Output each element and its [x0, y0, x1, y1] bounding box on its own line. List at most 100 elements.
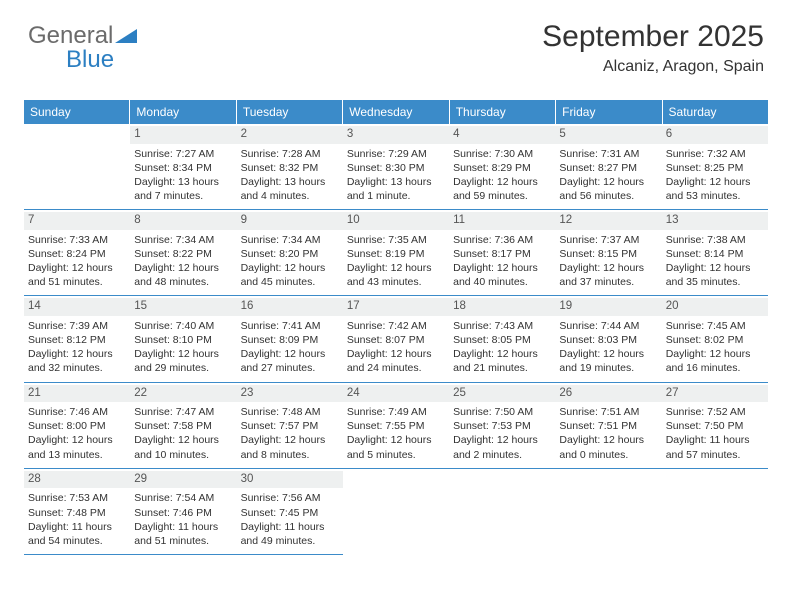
daylight-text: Daylight: 11 hours and 57 minutes.	[666, 433, 764, 461]
day-number: 25	[449, 385, 555, 403]
sunset-text: Sunset: 8:22 PM	[134, 247, 232, 261]
daylight-text: Daylight: 11 hours and 54 minutes.	[28, 520, 126, 548]
daylight-text: Daylight: 11 hours and 49 minutes.	[241, 520, 339, 548]
calendar-day-cell	[449, 469, 555, 555]
dow-wednesday: Wednesday	[343, 100, 449, 124]
daylight-text: Daylight: 12 hours and 53 minutes.	[666, 175, 764, 203]
sunset-text: Sunset: 8:30 PM	[347, 161, 445, 175]
daylight-text: Daylight: 13 hours and 1 minute.	[347, 175, 445, 203]
day-number: 12	[555, 212, 661, 230]
day-number: 10	[343, 212, 449, 230]
sunset-text: Sunset: 7:50 PM	[666, 419, 764, 433]
daylight-text: Daylight: 12 hours and 0 minutes.	[559, 433, 657, 461]
sunrise-text: Sunrise: 7:47 AM	[134, 405, 232, 419]
sunset-text: Sunset: 7:48 PM	[28, 506, 126, 520]
sunset-text: Sunset: 7:55 PM	[347, 419, 445, 433]
calendar: Sunday Monday Tuesday Wednesday Thursday…	[24, 100, 768, 555]
calendar-day-cell: 13Sunrise: 7:38 AMSunset: 8:14 PMDayligh…	[662, 210, 768, 295]
daylight-text: Daylight: 12 hours and 48 minutes.	[134, 261, 232, 289]
sunrise-text: Sunrise: 7:42 AM	[347, 319, 445, 333]
daylight-text: Daylight: 13 hours and 7 minutes.	[134, 175, 232, 203]
sunrise-text: Sunrise: 7:37 AM	[559, 233, 657, 247]
daylight-text: Daylight: 12 hours and 2 minutes.	[453, 433, 551, 461]
calendar-day-cell: 9Sunrise: 7:34 AMSunset: 8:20 PMDaylight…	[237, 210, 343, 295]
calendar-day-cell: 24Sunrise: 7:49 AMSunset: 7:55 PMDayligh…	[343, 383, 449, 468]
calendar-day-cell: 6 Sunrise: 7:32 AMSunset: 8:25 PMDaylight…	[662, 124, 768, 209]
day-number: 11	[449, 212, 555, 230]
daylight-text: Daylight: 12 hours and 45 minutes.	[241, 261, 339, 289]
day-number: 13	[662, 212, 768, 230]
sunset-text: Sunset: 8:24 PM	[28, 247, 126, 261]
sunrise-text: Sunrise: 7:44 AM	[559, 319, 657, 333]
daylight-text: Daylight: 12 hours and 37 minutes.	[559, 261, 657, 289]
sunset-text: Sunset: 8:07 PM	[347, 333, 445, 347]
daylight-text: Daylight: 12 hours and 10 minutes.	[134, 433, 232, 461]
day-number: 27	[662, 385, 768, 403]
calendar-week-row: 1Sunrise: 7:27 AMSunset: 8:34 PMDaylight…	[24, 124, 768, 210]
calendar-day-cell: 7Sunrise: 7:33 AMSunset: 8:24 PMDaylight…	[24, 210, 130, 295]
calendar-day-cell: 2Sunrise: 7:28 AMSunset: 8:32 PMDaylight…	[237, 124, 343, 209]
brand-line1: General	[28, 22, 113, 49]
sunrise-text: Sunrise: 7:34 AM	[241, 233, 339, 247]
calendar-day-cell: 21Sunrise: 7:46 AMSunset: 8:00 PMDayligh…	[24, 383, 130, 468]
sunset-text: Sunset: 8:20 PM	[241, 247, 339, 261]
sunset-text: Sunset: 8:34 PM	[134, 161, 232, 175]
daylight-text: Daylight: 12 hours and 5 minutes.	[347, 433, 445, 461]
calendar-week-row: 21Sunrise: 7:46 AMSunset: 8:00 PMDayligh…	[24, 383, 768, 469]
daylight-text: Daylight: 12 hours and 8 minutes.	[241, 433, 339, 461]
day-number: 8	[130, 212, 236, 230]
day-number: 1	[130, 126, 236, 144]
calendar-day-cell: 28 Sunrise: 7:53 AMSunset: 7:48 PMDayligh…	[24, 469, 130, 555]
day-number: 2	[237, 126, 343, 144]
header-right: September 2025 Alcaniz, Aragon, Spain	[542, 20, 764, 76]
sunrise-text: Sunrise: 7:30 AM	[453, 147, 551, 161]
sunrise-text: Sunrise: 7:32 AM	[666, 147, 764, 161]
day-number: 30	[237, 471, 343, 489]
sunrise-text: Sunrise: 7:49 AM	[347, 405, 445, 419]
sunrise-text: Sunrise: 7:36 AM	[453, 233, 551, 247]
dow-saturday: Saturday	[663, 100, 768, 124]
sunset-text: Sunset: 8:05 PM	[453, 333, 551, 347]
sunrise-text: Sunrise: 7:33 AM	[28, 233, 126, 247]
sunset-text: Sunset: 8:14 PM	[666, 247, 764, 261]
dow-friday: Friday	[556, 100, 662, 124]
calendar-week-row: 7Sunrise: 7:33 AMSunset: 8:24 PMDaylight…	[24, 210, 768, 296]
calendar-day-cell: 16Sunrise: 7:41 AMSunset: 8:09 PMDayligh…	[237, 296, 343, 381]
sunset-text: Sunset: 7:46 PM	[134, 506, 232, 520]
daylight-text: Daylight: 12 hours and 32 minutes.	[28, 347, 126, 375]
sunrise-text: Sunrise: 7:45 AM	[666, 319, 764, 333]
calendar-day-cell	[24, 124, 130, 209]
calendar-day-cell: 22Sunrise: 7:47 AMSunset: 7:58 PMDayligh…	[130, 383, 236, 468]
day-of-week-header-row: Sunday Monday Tuesday Wednesday Thursday…	[24, 100, 768, 124]
page-subtitle: Alcaniz, Aragon, Spain	[542, 58, 764, 76]
calendar-day-cell: 27Sunrise: 7:52 AMSunset: 7:50 PMDayligh…	[662, 383, 768, 468]
sunset-text: Sunset: 8:10 PM	[134, 333, 232, 347]
calendar-day-cell: 12Sunrise: 7:37 AMSunset: 8:15 PMDayligh…	[555, 210, 661, 295]
sunset-text: Sunset: 8:17 PM	[453, 247, 551, 261]
day-number: 28	[24, 471, 130, 489]
sunset-text: Sunset: 7:58 PM	[134, 419, 232, 433]
sunrise-text: Sunrise: 7:31 AM	[559, 147, 657, 161]
calendar-day-cell: 26Sunrise: 7:51 AMSunset: 7:51 PMDayligh…	[555, 383, 661, 468]
sunset-text: Sunset: 8:12 PM	[28, 333, 126, 347]
sunrise-text: Sunrise: 7:53 AM	[28, 491, 126, 505]
day-number: 6	[662, 126, 768, 144]
sunrise-text: Sunrise: 7:34 AM	[134, 233, 232, 247]
day-number: 20	[662, 298, 768, 316]
sunset-text: Sunset: 8:02 PM	[666, 333, 764, 347]
daylight-text: Daylight: 12 hours and 16 minutes.	[666, 347, 764, 375]
sunrise-text: Sunrise: 7:56 AM	[241, 491, 339, 505]
daylight-text: Daylight: 12 hours and 43 minutes.	[347, 261, 445, 289]
brand-triangle-icon	[115, 29, 137, 45]
sunset-text: Sunset: 8:25 PM	[666, 161, 764, 175]
daylight-text: Daylight: 12 hours and 13 minutes.	[28, 433, 126, 461]
sunrise-text: Sunrise: 7:40 AM	[134, 319, 232, 333]
sunset-text: Sunset: 7:53 PM	[453, 419, 551, 433]
day-number: 29	[130, 471, 236, 489]
day-number: 4	[449, 126, 555, 144]
page-title: September 2025	[542, 20, 764, 54]
day-number: 5	[555, 126, 661, 144]
sunrise-text: Sunrise: 7:43 AM	[453, 319, 551, 333]
calendar-day-cell: 15Sunrise: 7:40 AMSunset: 8:10 PMDayligh…	[130, 296, 236, 381]
calendar-day-cell	[343, 469, 449, 555]
